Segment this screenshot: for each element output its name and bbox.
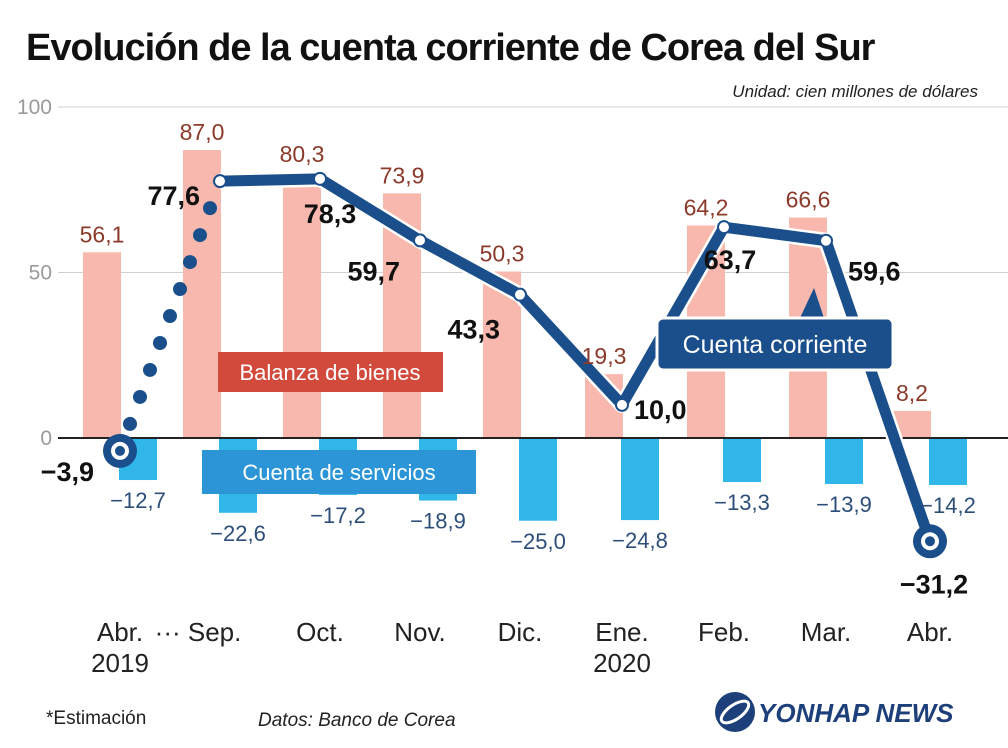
current-value-label-2: 78,3 bbox=[304, 199, 357, 229]
services-value-label-6: −13,3 bbox=[714, 490, 770, 515]
services-bar-5 bbox=[621, 438, 659, 521]
goods-value-label-3: 73,9 bbox=[380, 162, 425, 188]
goods-bar-0 bbox=[83, 252, 121, 438]
current-marker-2 bbox=[313, 171, 327, 186]
goods-bar-1 bbox=[183, 150, 221, 438]
footnote-estimation: *Estimación bbox=[46, 708, 146, 729]
current-marker-1 bbox=[213, 174, 227, 189]
services-value-label-3: −18,9 bbox=[410, 509, 466, 534]
x-label-1: ··· Sep. bbox=[155, 617, 242, 647]
current-value-label-7: 59,6 bbox=[848, 257, 901, 287]
goods-value-label-5: 19,3 bbox=[582, 343, 627, 369]
legend-services-box bbox=[202, 450, 476, 494]
services-value-labels: −12,7 −22,6 −17,2 −18,9 −25,0 −24,8 −13,3 −13,9… bbox=[110, 488, 976, 554]
goods-value-label-2: 80,3 bbox=[280, 141, 325, 167]
logo-text: YONHAP NEWS bbox=[758, 698, 954, 728]
goods-value-label-0: 56,1 bbox=[80, 221, 125, 247]
current-line-path bbox=[219, 173, 936, 544]
current-value-label-5: 10,0 bbox=[634, 395, 687, 425]
estimate-dot-7 bbox=[183, 255, 197, 270]
x-label-5: Ene. bbox=[595, 617, 649, 647]
estimate-dot-3 bbox=[143, 362, 157, 377]
current-marker-3 bbox=[413, 233, 427, 248]
services-value-label-1: −22,6 bbox=[210, 521, 266, 546]
estimate-dot-1 bbox=[123, 416, 137, 431]
x-label-year-0: 2019 bbox=[91, 648, 149, 678]
legend-current-label: Cuenta corriente bbox=[683, 331, 868, 359]
legend-current-box bbox=[655, 316, 895, 372]
estimate-dot-8 bbox=[193, 228, 207, 243]
current-marker-dot-0 bbox=[115, 445, 125, 456]
legend-services: Cuenta de servicios bbox=[202, 450, 476, 494]
services-value-label-4: −25,0 bbox=[510, 529, 566, 554]
services-value-label-5: −24,8 bbox=[612, 528, 668, 553]
goods-value-label-1: 87,0 bbox=[180, 119, 225, 145]
current-value-label-6: 63,7 bbox=[704, 245, 757, 275]
estimate-dot-4 bbox=[153, 336, 167, 351]
current-marker-6 bbox=[717, 220, 731, 235]
x-label-4: Dic. bbox=[498, 617, 543, 647]
services-bar-4 bbox=[519, 438, 557, 521]
estimate-dot-2 bbox=[133, 389, 147, 404]
legend-goods-label: Balanza de bienes bbox=[239, 360, 420, 385]
services-value-label-2: −17,2 bbox=[310, 503, 366, 528]
source-label: Datos: Banco de Corea bbox=[258, 710, 456, 731]
x-axis-labels: Abr.2019··· Sep. Oct. Nov. Dic. Ene.2020Feb.… bbox=[91, 617, 953, 678]
current-marker-5 bbox=[615, 397, 629, 412]
logo-circle-icon bbox=[715, 692, 755, 732]
current-value-label-0: −3,9 bbox=[41, 457, 94, 487]
legend-goods-box bbox=[218, 352, 443, 392]
current-value-label-1: 77,6 bbox=[147, 181, 200, 211]
chart-title: Evolución de la cuenta corriente de Core… bbox=[26, 27, 876, 69]
goods-value-label-8: 8,2 bbox=[896, 380, 928, 406]
current-marker-dot-8 bbox=[925, 536, 935, 547]
yonhap-logo: YONHAP NEWS bbox=[715, 692, 954, 732]
legend-services-label: Cuenta de servicios bbox=[242, 460, 435, 485]
legend-current-pointer bbox=[800, 288, 824, 318]
current-marker-4 bbox=[513, 287, 527, 302]
x-label-year-5: 2020 bbox=[593, 648, 651, 678]
legend-current: Cuenta corriente bbox=[655, 288, 895, 372]
goods-value-labels: 56,1 87,0 80,3 73,9 50,3 19,3 64,2 66,6 8,2 bbox=[80, 119, 928, 406]
x-label-3: Nov. bbox=[394, 617, 446, 647]
current-value-labels: −3,9 77,6 78,3 59,7 43,3 10,0 63,7 59,6 −31,2 bbox=[41, 181, 968, 599]
estimate-dot-9 bbox=[203, 201, 217, 216]
services-value-label-7: −13,9 bbox=[816, 492, 872, 517]
goods-value-label-6: 64,2 bbox=[684, 194, 729, 220]
x-label-0: Abr. bbox=[97, 617, 143, 647]
estimate-dot-5 bbox=[163, 309, 177, 324]
legend-goods: Balanza de bienes bbox=[218, 352, 443, 392]
services-bar-8 bbox=[929, 438, 967, 486]
goods-bar-2 bbox=[283, 172, 321, 438]
unit-label: Unidad: cien millones de dólares bbox=[732, 82, 978, 101]
logo-swoosh-icon bbox=[719, 699, 751, 725]
services-bar-6 bbox=[723, 438, 761, 483]
y-axis-ticks: 0 50 100 bbox=[17, 96, 52, 450]
x-label-2: Oct. bbox=[296, 617, 344, 647]
services-value-label-0: −12,7 bbox=[110, 488, 166, 513]
services-bar-7 bbox=[825, 438, 863, 485]
current-marker-7 bbox=[819, 233, 833, 248]
goods-value-label-7: 66,6 bbox=[786, 187, 831, 213]
current-value-label-4: 43,3 bbox=[447, 315, 500, 345]
estimate-dot-6 bbox=[173, 282, 187, 297]
x-label-8: Abr. bbox=[907, 617, 953, 647]
y-tick-0: 0 bbox=[40, 427, 52, 450]
current-value-label-8: −31,2 bbox=[900, 569, 968, 599]
y-tick-50: 50 bbox=[29, 262, 52, 285]
services-value-label-8: −14,2 bbox=[920, 493, 976, 518]
current-account-line bbox=[103, 170, 947, 559]
goods-value-label-4: 50,3 bbox=[480, 241, 525, 267]
x-label-7: Mar. bbox=[801, 617, 852, 647]
current-value-label-3: 59,7 bbox=[347, 256, 400, 286]
x-label-6: Feb. bbox=[698, 617, 750, 647]
y-tick-100: 100 bbox=[17, 96, 52, 119]
